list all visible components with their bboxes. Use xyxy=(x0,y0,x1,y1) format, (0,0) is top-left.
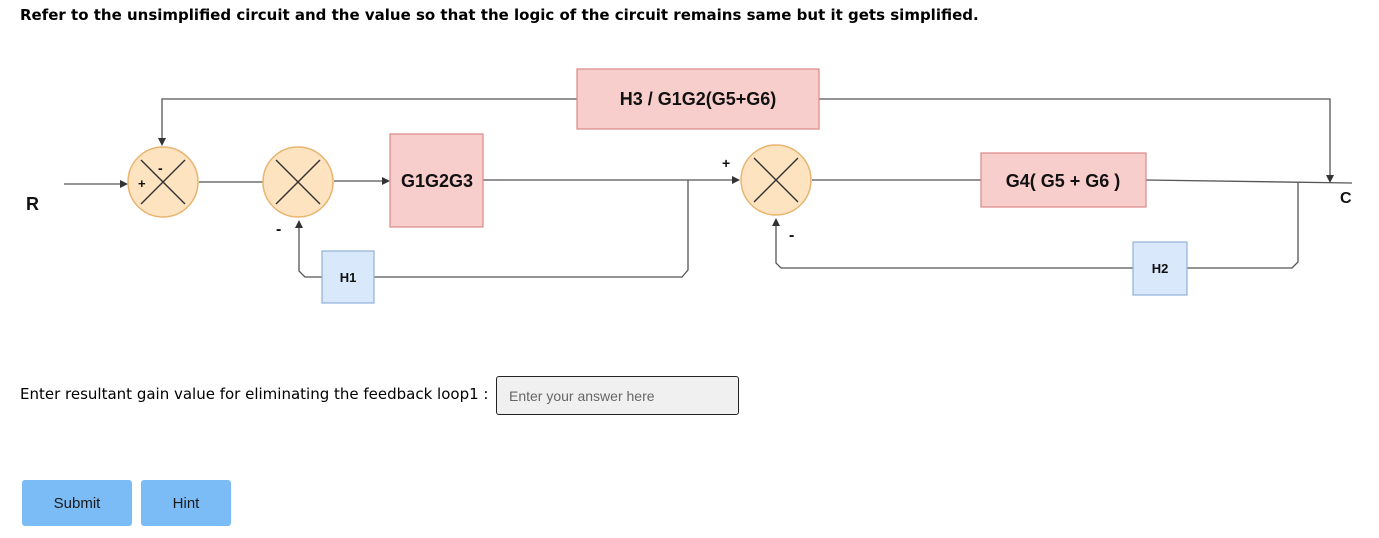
question-label: Enter resultant gain value for eliminati… xyxy=(20,385,489,403)
sign-sum2-bottom: - xyxy=(276,221,281,238)
arrow-h2 xyxy=(772,218,780,226)
arrow-g1g2g3 xyxy=(382,177,390,185)
answer-input[interactable] xyxy=(496,376,739,415)
wires xyxy=(64,98,1353,278)
summing-junction-3 xyxy=(740,144,812,216)
sign-sum1-top: - xyxy=(158,160,163,176)
wire-feedforward-left xyxy=(161,98,577,140)
sign-sum3-bottom: - xyxy=(789,227,794,244)
submit-button[interactable]: Submit xyxy=(22,480,132,526)
arrow-output-junction xyxy=(1326,175,1334,183)
block-g4: G4( G5 + G6 ) xyxy=(980,152,1147,208)
summing-junction-1 xyxy=(127,146,199,218)
sign-sum3-top: + xyxy=(722,155,730,171)
summing-junction-2 xyxy=(262,146,334,218)
block-diagram: H3 / G1G2(G5+G6) G1G2G3 G4( G5 + G6 ) H1… xyxy=(26,68,1353,304)
arrow-input xyxy=(120,180,128,188)
block-h2: H2 xyxy=(1132,241,1188,296)
instruction-text: Refer to the unsimplified circuit and th… xyxy=(20,6,979,24)
wire-h2-loop xyxy=(1187,182,1299,269)
wire-h2-return xyxy=(775,224,1133,269)
block-g1g2g3: G1G2G3 xyxy=(389,133,484,228)
arrow-h1 xyxy=(295,220,303,228)
arrow-s3 xyxy=(732,176,740,184)
sign-sum1-left: + xyxy=(138,176,146,191)
wire-h1-return xyxy=(298,226,322,278)
block-h1: H1 xyxy=(321,250,375,304)
block-feedforward-label: H3 / G1G2(G5+G6) xyxy=(620,89,777,109)
block-g4-label: G4( G5 + G6 ) xyxy=(1006,171,1121,191)
block-g1g2g3-label: G1G2G3 xyxy=(401,171,473,191)
block-h1-label: H1 xyxy=(340,270,357,285)
block-h2-label: H2 xyxy=(1152,261,1169,276)
output-label-c: C xyxy=(1340,190,1352,207)
wire-feedforward-right xyxy=(819,98,1331,176)
input-label-r: R xyxy=(26,194,39,214)
arrow-feedforward xyxy=(158,138,166,146)
block-feedforward: H3 / G1G2(G5+G6) xyxy=(576,68,820,130)
hint-button[interactable]: Hint xyxy=(141,480,231,526)
wire-g4-output xyxy=(1145,179,1353,184)
wire-h1-loop xyxy=(374,180,689,278)
